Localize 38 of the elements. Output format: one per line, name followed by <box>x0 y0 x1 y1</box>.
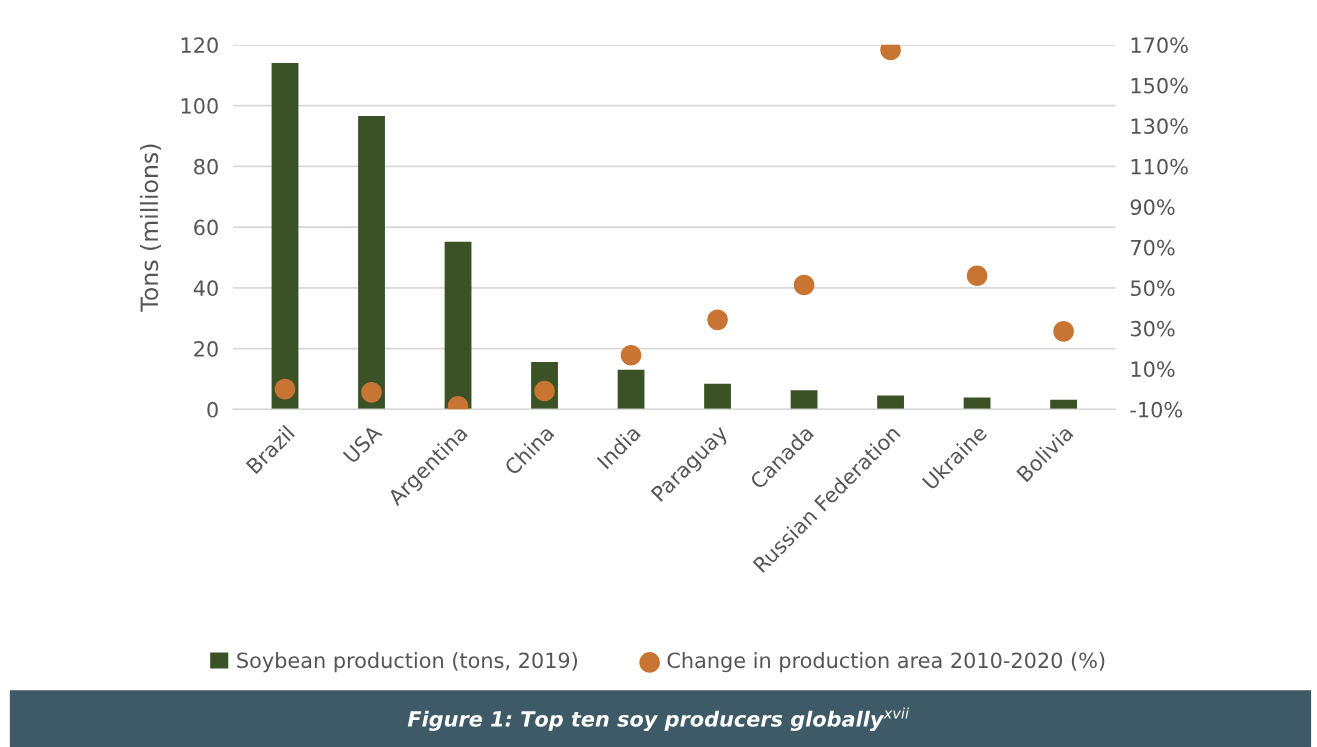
y-tick-label: 100 <box>181 98 218 114</box>
y-tick-label: 60 <box>194 219 218 236</box>
point <box>707 309 728 331</box>
legend-label: Soybean production (tons, 2019) <box>237 652 578 673</box>
y2-tick-label: 30% <box>1130 320 1175 337</box>
y-axis-title: Tons (millions) <box>139 144 161 312</box>
y-tick-label: 20 <box>194 341 218 357</box>
bar <box>271 63 299 410</box>
y2-tick-label: 90% <box>1130 199 1175 216</box>
bar <box>877 395 904 410</box>
bar <box>963 397 991 410</box>
y2-tick-label: 10% <box>1131 361 1175 378</box>
point <box>274 378 296 400</box>
x-tick-label: USA <box>342 423 383 464</box>
y-tick-label: 120 <box>181 37 218 54</box>
text: Figure 1: Top ten soy producers globally$^{xvii}$ <box>407 707 909 732</box>
legend-label: Change in production area 2010-2020 (%) <box>667 652 1105 673</box>
point <box>793 274 815 296</box>
bar <box>444 241 472 410</box>
y2-tick-label: -10% <box>1130 401 1183 418</box>
y2-tick-label: 50% <box>1131 280 1175 297</box>
point <box>620 344 642 366</box>
point <box>966 265 988 286</box>
y2-tick-label: 70% <box>1131 239 1175 256</box>
bar <box>790 390 818 410</box>
bar <box>358 115 385 410</box>
bar <box>617 369 645 410</box>
point <box>361 382 382 403</box>
y-tick-label: 0 <box>207 401 218 418</box>
y2-tick-label: 150% <box>1131 77 1188 94</box>
y-tick-label: 80 <box>194 158 218 175</box>
y-tick-label: 40 <box>193 280 218 297</box>
bar <box>1050 399 1077 410</box>
bar <box>704 383 731 410</box>
y2-tick-label: 110% <box>1131 158 1188 175</box>
y2-tick-label: 170% <box>1131 37 1188 54</box>
y2-tick-label: 130% <box>1131 118 1188 135</box>
point <box>1053 321 1074 342</box>
